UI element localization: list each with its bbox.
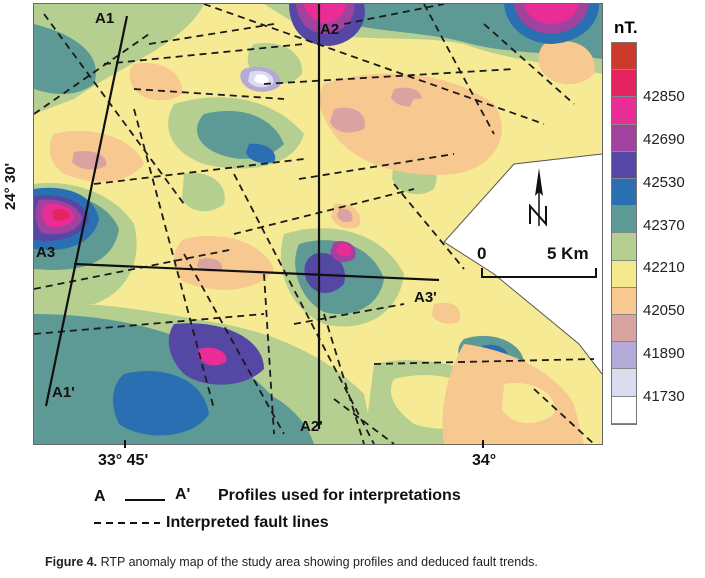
profile-a1-line	[44, 15, 129, 407]
legend-value-label: 42530	[643, 173, 685, 191]
profile-a3-line	[73, 262, 440, 282]
longitude-label-2: 34°	[472, 452, 497, 469]
profile-line-symbol	[125, 499, 165, 501]
figure-caption-text: RTP anomaly map of the study area showin…	[97, 555, 538, 569]
legend-value-label: 42850	[643, 88, 685, 106]
scale-start-label: 0	[477, 244, 487, 263]
legend-value-label: 42050	[643, 302, 685, 320]
scale-bar	[481, 268, 597, 278]
legend-swatch	[612, 97, 636, 125]
legend-swatch	[612, 260, 636, 288]
legend-swatch	[612, 369, 636, 397]
legend-value-label: 42370	[643, 216, 685, 234]
profile-a2-end-label: A2'	[300, 418, 323, 435]
profile-symbol-start: A	[94, 488, 106, 505]
legend-swatch	[612, 124, 636, 152]
rtp-anomaly-map	[33, 3, 603, 445]
map-boundary-cutout	[444, 154, 602, 444]
profile-a3-end-label: A3'	[414, 289, 437, 306]
contour-map-svg	[34, 4, 602, 444]
legend-value-label: 42210	[643, 259, 685, 277]
legend-swatch	[612, 43, 636, 71]
fault-lines	[34, 4, 595, 444]
legend-unit: nT.	[614, 18, 638, 37]
profile-legend-text: Profiles used for interpretations	[218, 487, 461, 504]
legend-swatch	[612, 396, 636, 424]
legend-swatch	[612, 315, 636, 343]
legend-value-label: 41730	[643, 387, 685, 405]
legend-swatch	[612, 206, 636, 234]
profile-a2-start-label: A2	[320, 21, 340, 38]
scale-end-label: 5 Km	[547, 244, 589, 263]
color-legend	[611, 42, 637, 425]
legend-swatch	[612, 70, 636, 98]
profile-symbol-end: A'	[175, 486, 191, 503]
legend-value-label: 41890	[643, 344, 685, 362]
legend-swatch	[612, 287, 636, 316]
profile-a1-start-label: A1	[95, 10, 115, 27]
longitude-label-1: 33° 45'	[98, 452, 149, 469]
figure-caption: Figure 4. RTP anomaly map of the study a…	[45, 555, 538, 569]
profile-lines	[44, 4, 440, 429]
profile-a3-start-label: A3	[36, 244, 56, 261]
latitude-label: 24° 30'	[2, 162, 19, 210]
legend-swatch	[612, 233, 636, 261]
north-arrow-icon	[529, 168, 547, 227]
profile-a1-end-label: A1'	[52, 384, 75, 401]
fault-line-symbol	[94, 522, 160, 524]
map-boundary-line	[443, 153, 602, 375]
longitude-tick-1	[124, 440, 126, 448]
figure-caption-label: Figure 4.	[45, 555, 98, 569]
legend-swatch	[612, 151, 636, 180]
fault-legend-text: Interpreted fault lines	[166, 514, 329, 531]
legend-value-label: 42690	[643, 131, 685, 149]
longitude-tick-2	[482, 440, 484, 448]
legend-swatch	[612, 342, 636, 370]
legend-swatch	[612, 179, 636, 207]
